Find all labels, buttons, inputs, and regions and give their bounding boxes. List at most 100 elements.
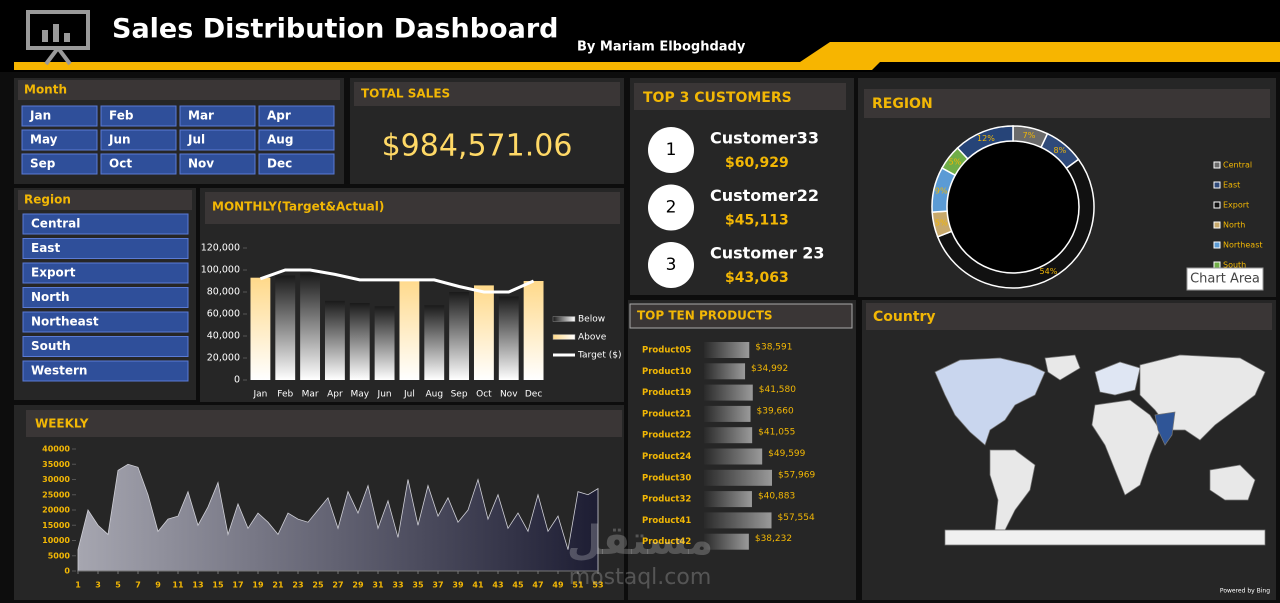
legend-swatch xyxy=(1213,181,1221,189)
slicer-button[interactable] xyxy=(22,360,189,382)
slicer-button[interactable] xyxy=(179,153,256,175)
header-icon xyxy=(26,10,90,66)
watermark: مستقل xyxy=(567,518,713,564)
slicer-button[interactable] xyxy=(258,153,335,175)
legend-label: Northeast xyxy=(1223,241,1263,250)
bar xyxy=(250,277,271,380)
map-region xyxy=(934,357,1046,446)
slicer-button[interactable] xyxy=(22,238,189,259)
panel-title-bar xyxy=(629,303,853,329)
x-tick-label: 35 xyxy=(412,581,424,590)
slicer-button[interactable] xyxy=(179,129,256,151)
panel-title-bar xyxy=(354,82,620,106)
bar xyxy=(704,533,749,550)
panel xyxy=(862,300,1276,600)
legend-swatch xyxy=(1213,161,1221,169)
bar xyxy=(349,303,370,380)
legend-swatch xyxy=(1213,241,1221,249)
slicer-button-label: Apr xyxy=(267,109,291,123)
slicer-button[interactable] xyxy=(179,105,256,127)
slicer-button-label: May xyxy=(30,133,58,147)
map-region xyxy=(1094,361,1141,396)
slicer-button-label: Export xyxy=(31,266,76,280)
legend-swatch xyxy=(1213,221,1221,229)
slicer-button-label: Mar xyxy=(188,109,214,123)
y-tick-label: Product32 xyxy=(642,495,691,505)
slicer-button[interactable] xyxy=(100,105,177,127)
panel-title: TOP 3 CUSTOMERS xyxy=(643,90,792,106)
slicer-button-label: Jun xyxy=(108,133,131,147)
value-label: $34,992 xyxy=(751,364,788,374)
target-line xyxy=(259,268,535,294)
x-tick-label: 43 xyxy=(492,581,503,590)
x-tick-label: 11 xyxy=(172,581,184,590)
slicer-button[interactable] xyxy=(21,129,98,151)
y-tick-label: Product42 xyxy=(642,537,691,547)
slicer-button[interactable] xyxy=(21,105,98,127)
slicer-button[interactable] xyxy=(22,336,189,357)
map-region xyxy=(944,529,1266,546)
x-tick-label: Jul xyxy=(403,390,415,400)
value-label: $49,599 xyxy=(768,449,805,459)
rank-badge xyxy=(648,127,694,173)
y-tick-label: 100,000 xyxy=(201,265,240,276)
tooltip-box xyxy=(1186,267,1264,291)
world-map xyxy=(934,354,1266,546)
slicer-button-label: Dec xyxy=(267,157,292,171)
kpi-value: $984,571.06 xyxy=(382,129,573,164)
y-tick-label: 20000 xyxy=(42,506,70,515)
x-tick-label: 15 xyxy=(212,581,224,590)
chart-title: TOP TEN PRODUCTS xyxy=(637,309,773,323)
customer-sales: $43,063 xyxy=(725,270,789,286)
slicer-button[interactable] xyxy=(100,153,177,175)
x-tick-label: 45 xyxy=(512,581,524,590)
slicer-button[interactable] xyxy=(22,311,189,333)
slicer-button-label: Jul xyxy=(187,133,205,147)
x-tick-label: Oct xyxy=(476,390,492,400)
x-tick-label: 23 xyxy=(292,581,303,590)
slicer-button[interactable] xyxy=(258,129,335,151)
y-tick-label: Product41 xyxy=(642,516,691,526)
legend-label: Central xyxy=(1223,161,1252,170)
y-tick-label: Product30 xyxy=(642,473,691,483)
map-region xyxy=(1209,464,1256,501)
y-tick-label: 5000 xyxy=(48,551,71,560)
bar xyxy=(324,300,345,380)
rank-number: 1 xyxy=(666,140,677,160)
value-label: $41,055 xyxy=(758,428,795,438)
slicer-button[interactable] xyxy=(22,287,189,308)
panel-title-bar xyxy=(634,83,846,110)
slicer-button-label: South xyxy=(31,339,71,353)
legend-label: North xyxy=(1223,221,1245,230)
x-tick-label: 1 xyxy=(75,581,81,590)
bar xyxy=(300,273,321,380)
x-tick-label: 19 xyxy=(252,581,264,590)
slicer-button[interactable] xyxy=(258,105,335,127)
slicer-button-label: Aug xyxy=(267,133,293,147)
bar xyxy=(399,278,420,380)
slicer-button[interactable] xyxy=(100,129,177,151)
icon-leg xyxy=(56,46,72,66)
x-tick-label: Jan xyxy=(252,390,267,400)
slicer-button[interactable] xyxy=(22,213,189,235)
slicer-button-label: Feb xyxy=(109,109,134,123)
rank-badge xyxy=(648,242,694,288)
legend-swatch xyxy=(552,316,576,322)
data-label: 7% xyxy=(1023,131,1036,140)
slicer-button[interactable] xyxy=(21,153,98,175)
y-tick-label: Product22 xyxy=(642,431,691,441)
x-tick-label: 53 xyxy=(592,581,603,590)
header-accent xyxy=(14,42,1280,70)
customer-name: Customer22 xyxy=(710,186,819,205)
bar xyxy=(275,275,296,380)
bar xyxy=(473,285,494,380)
slicer-button-label: Central xyxy=(31,217,80,231)
y-tick-label: 30000 xyxy=(42,475,70,484)
x-tick-label: 13 xyxy=(192,581,203,590)
x-tick-label: 25 xyxy=(312,581,324,590)
slicer-button[interactable] xyxy=(22,262,189,284)
kpi-title: TOTAL SALES xyxy=(361,87,450,101)
panel-title-bar xyxy=(864,89,1270,118)
x-tick-label: 7 xyxy=(135,581,141,590)
map-region xyxy=(1154,411,1176,446)
